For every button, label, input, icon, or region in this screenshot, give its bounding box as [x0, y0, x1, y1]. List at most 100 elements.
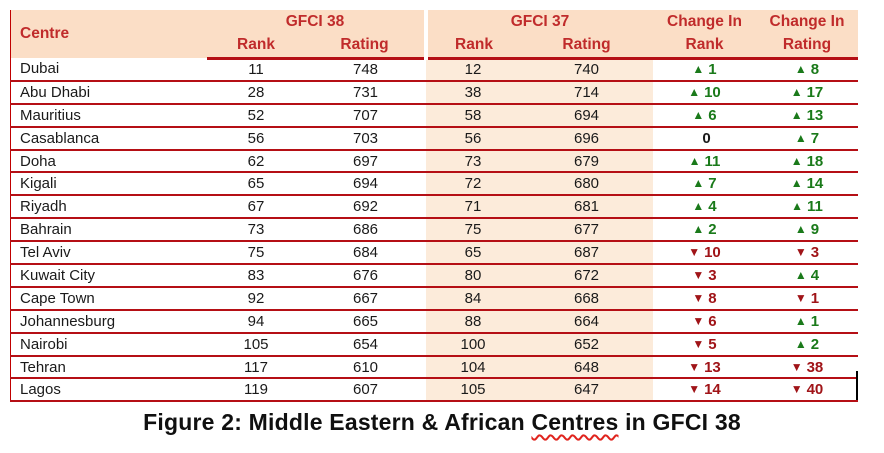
- gfci37-rank-cell: 84: [425, 286, 521, 311]
- up-triangle-icon: ▲: [794, 130, 807, 145]
- centre-cell: Kigali: [10, 172, 207, 197]
- gfci38-rating-cell: 607: [305, 378, 426, 403]
- change-value: 7: [810, 129, 820, 147]
- gfci38-rating-cell: 654: [305, 332, 426, 357]
- caption-part1: Figure 2: Middle Eastern & African: [143, 409, 532, 435]
- centre-cell: Tehran: [10, 355, 207, 380]
- gfci38-rating-cell: 684: [305, 241, 426, 266]
- up-triangle-icon: ▲: [692, 176, 705, 191]
- change-value: 4: [708, 198, 717, 216]
- gfci38-rank-cell: 92: [206, 286, 306, 311]
- change-value: 10: [704, 244, 721, 262]
- change-value: 14: [806, 175, 824, 193]
- gfci37-rating-cell: 680: [520, 172, 653, 197]
- change-in-rank-cell: ▲ 1: [652, 58, 757, 82]
- gfci37-rank-cell: 71: [425, 195, 521, 220]
- up-triangle-icon: ▲: [790, 153, 803, 168]
- table-row: Kigali 65 694 72 680 ▲ 7 ▲ 14: [10, 172, 858, 197]
- gfci38-rank-cell: 75: [206, 241, 306, 266]
- table-body: Dubai 11 748 12 740 ▲ 1 ▲ 8 Abu Dhabi 28 731 38 714 ▲ 1…: [10, 58, 858, 403]
- change-value: 18: [806, 152, 824, 170]
- gfci38-rank-cell: 28: [206, 80, 306, 105]
- change-value: 10: [704, 83, 721, 101]
- change-value: 14: [704, 381, 721, 399]
- header-gfci37-rating: Rating: [520, 34, 653, 60]
- up-triangle-icon: ▲: [692, 62, 705, 77]
- change-value: 38: [806, 358, 824, 376]
- change-value: 13: [704, 358, 721, 376]
- gfci37-rating-cell: 740: [520, 58, 653, 82]
- change-in-rank-cell: ▼ 8: [652, 286, 757, 311]
- change-value: 3: [810, 244, 820, 262]
- change-in-rank-cell: ▼ 13: [652, 355, 757, 380]
- gfci37-rank-cell: 58: [425, 103, 521, 128]
- gfci37-rating-cell: 714: [520, 80, 653, 105]
- down-triangle-icon: ▼: [692, 313, 705, 328]
- centre-cell: Riyadh: [10, 195, 207, 220]
- change-in-rating-cell: ▲ 8: [756, 58, 858, 82]
- gfci38-rating-cell: 665: [305, 309, 426, 334]
- change-in-rating-cell: ▲ 14: [756, 172, 858, 197]
- gfci37-rating-cell: 679: [520, 149, 653, 174]
- gfci38-rating-cell: 694: [305, 172, 426, 197]
- gfci37-rating-cell: 648: [520, 355, 653, 380]
- down-triangle-icon: ▼: [790, 359, 803, 374]
- gfci37-rank-cell: 72: [425, 172, 521, 197]
- up-triangle-icon: ▲: [791, 199, 804, 214]
- change-in-rank-cell: 0: [652, 126, 757, 151]
- table-row: Abu Dhabi 28 731 38 714 ▲ 10 ▲ 17: [10, 80, 858, 105]
- gfci38-rating-cell: 748: [305, 58, 426, 82]
- gfci37-rank-cell: 56: [425, 126, 521, 151]
- centre-cell: Kuwait City: [10, 264, 207, 288]
- change-value: 2: [708, 221, 717, 239]
- table-row: Doha 62 697 73 679 ▲ 11 ▲ 18: [10, 149, 858, 174]
- table-row: Kuwait City 83 676 80 672 ▼ 3 ▲ 4: [10, 264, 858, 288]
- gfci38-rank-cell: 62: [206, 149, 306, 174]
- change-in-rank-cell: ▲ 4: [652, 195, 757, 220]
- down-triangle-icon: ▼: [794, 290, 807, 305]
- change-in-rating-cell: ▲ 13: [756, 103, 858, 128]
- change-in-rating-cell: ▲ 7: [756, 126, 858, 151]
- up-triangle-icon: ▲: [692, 199, 705, 214]
- gfci37-rating-cell: 681: [520, 195, 653, 220]
- header-change-in-rating-line2: Rating: [756, 34, 858, 60]
- gfci38-rating-cell: 610: [305, 355, 426, 380]
- gfci37-rating-cell: 687: [520, 241, 653, 266]
- change-value: 11: [704, 152, 721, 170]
- gfci38-rank-cell: 83: [206, 264, 306, 288]
- header-gfci38-rating: Rating: [305, 34, 426, 60]
- header-gfci38: GFCI 38: [206, 10, 426, 34]
- change-value: 17: [806, 83, 824, 101]
- table-row: Johannesburg 94 665 88 664 ▼ 6 ▲ 1: [10, 309, 858, 334]
- down-triangle-icon: ▼: [692, 336, 705, 351]
- figure-caption: Figure 2: Middle Eastern & African Centr…: [0, 409, 884, 436]
- change-in-rank-cell: ▼ 14: [652, 378, 757, 403]
- gfci38-rating-cell: 703: [305, 126, 426, 151]
- header-gfci38-rank: Rank: [206, 34, 306, 60]
- centre-cell: Abu Dhabi: [10, 80, 207, 105]
- gfci38-rating-cell: 667: [305, 286, 426, 311]
- change-value: 8: [810, 61, 820, 79]
- change-in-rating-cell: ▲ 18: [756, 149, 858, 174]
- gfci37-rank-cell: 80: [425, 264, 521, 288]
- gfci38-rating-cell: 686: [305, 218, 426, 243]
- up-triangle-icon: ▲: [688, 84, 701, 99]
- change-value: 0: [702, 129, 711, 147]
- gfci37-rating-cell: 694: [520, 103, 653, 128]
- header-centre: Centre: [10, 10, 207, 58]
- gfci37-rank-cell: 65: [425, 241, 521, 266]
- change-value: 1: [708, 61, 717, 79]
- centre-cell: Doha: [10, 149, 207, 174]
- gfci38-rank-cell: 11: [206, 58, 306, 82]
- down-triangle-icon: ▼: [688, 359, 701, 374]
- gfci37-rating-cell: 647: [520, 378, 653, 403]
- down-triangle-icon: ▼: [692, 290, 705, 305]
- change-in-rating-cell: ▲ 11: [756, 195, 858, 220]
- change-value: 8: [708, 289, 717, 307]
- table-row: Mauritius 52 707 58 694 ▲ 6 ▲ 13: [10, 103, 858, 128]
- gfci38-rating-cell: 697: [305, 149, 426, 174]
- change-in-rank-cell: ▼ 6: [652, 309, 757, 334]
- gfci37-rank-cell: 104: [425, 355, 521, 380]
- gfci38-rating-cell: 692: [305, 195, 426, 220]
- gfci38-rank-cell: 73: [206, 218, 306, 243]
